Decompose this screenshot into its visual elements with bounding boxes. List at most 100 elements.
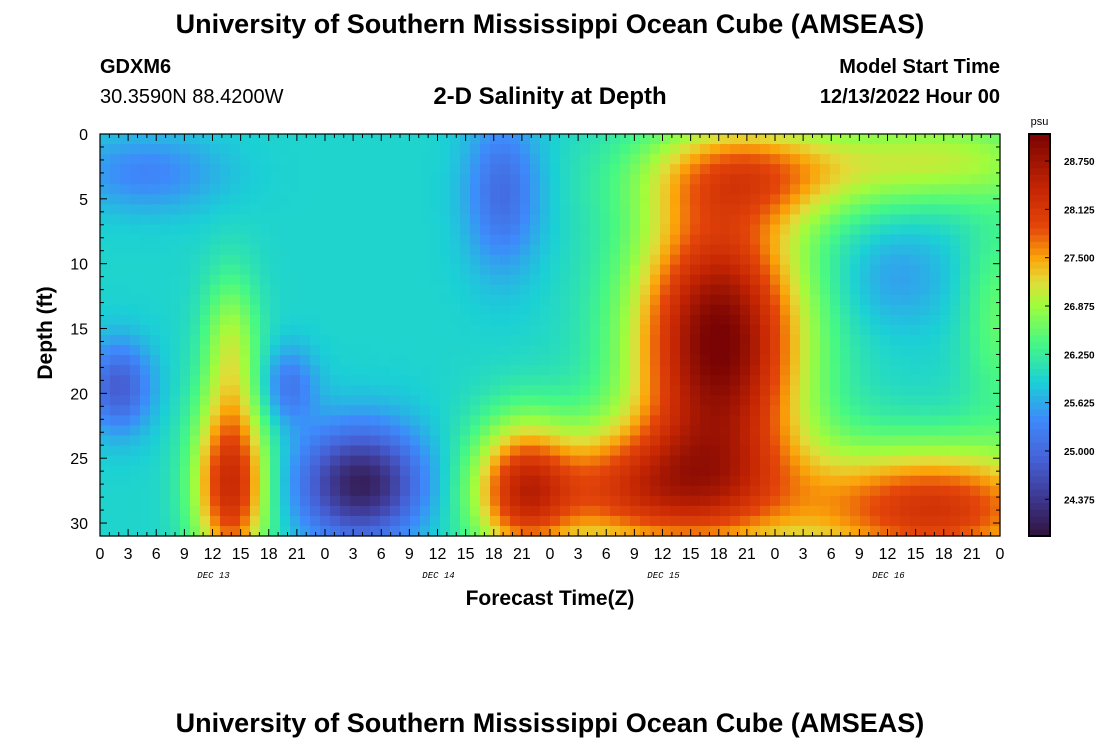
heatmap-cell	[720, 234, 731, 246]
heatmap-cell	[460, 455, 471, 467]
heatmap-cell	[450, 505, 461, 517]
heatmap-cell	[740, 154, 751, 165]
heatmap-cell	[350, 505, 361, 517]
heatmap-cell	[240, 144, 251, 155]
heatmap-cell	[410, 294, 421, 306]
heatmap-cell	[280, 314, 291, 326]
heatmap-cell	[520, 244, 531, 256]
heatmap-cell	[560, 475, 571, 487]
heatmap-cell	[500, 294, 511, 306]
heatmap-cell	[440, 415, 451, 427]
heatmap-cell	[610, 475, 621, 487]
heatmap-cell	[170, 284, 181, 296]
heatmap-cell	[560, 455, 571, 467]
heatmap-cell	[680, 224, 691, 236]
heatmap-cell	[660, 465, 671, 477]
heatmap-cell	[780, 134, 791, 145]
colorbar-swatch	[1029, 489, 1050, 497]
heatmap-cell	[160, 324, 171, 336]
heatmap-cell	[330, 224, 341, 236]
heatmap-cell	[300, 445, 311, 457]
heatmap-cell	[140, 345, 151, 356]
heatmap-cell	[860, 294, 871, 306]
heatmap-cell	[430, 465, 441, 477]
heatmap-cell	[830, 385, 841, 396]
heatmap-cell	[370, 134, 381, 145]
heatmap-cell	[990, 284, 1001, 296]
heatmap-cell	[730, 415, 741, 427]
colorbar-swatch	[1029, 335, 1050, 343]
colorbar-tick-label: 27.500	[1064, 254, 1095, 265]
heatmap-cell	[850, 405, 861, 416]
heatmap-cell	[660, 495, 671, 507]
heatmap-cell	[190, 314, 201, 326]
heatmap-cell	[720, 475, 731, 487]
heatmap-cell	[740, 164, 751, 175]
heatmap-cell	[380, 174, 391, 185]
heatmap-cell	[960, 455, 971, 467]
heatmap-cell	[400, 154, 411, 165]
heatmap-cell	[870, 194, 881, 205]
heatmap-cell	[270, 264, 281, 276]
heatmap-cell	[570, 505, 581, 517]
heatmap-cell	[340, 345, 351, 356]
heatmap-cell	[660, 224, 671, 236]
heatmap-cell	[730, 355, 741, 366]
heatmap-cell	[900, 224, 911, 236]
heatmap-cell	[150, 335, 161, 346]
heatmap-cell	[290, 314, 301, 326]
heatmap-cell	[710, 475, 721, 487]
x-tick-label: 15	[907, 546, 925, 563]
heatmap-cell	[480, 144, 491, 155]
heatmap-cell	[240, 525, 251, 537]
heatmap-cell	[560, 345, 571, 356]
heatmap-cell	[160, 335, 171, 346]
heatmap-cell	[990, 324, 1001, 336]
heatmap-cell	[780, 395, 791, 406]
heatmap-cell	[550, 254, 561, 266]
heatmap-cell	[830, 365, 841, 376]
heatmap-cell	[280, 244, 291, 256]
heatmap-cell	[480, 294, 491, 306]
heatmap-cell	[130, 385, 141, 396]
heatmap-cell	[820, 174, 831, 185]
heatmap-cell	[570, 445, 581, 457]
heatmap-cell	[380, 224, 391, 236]
heatmap-cell	[210, 254, 221, 266]
heatmap-cell	[100, 495, 111, 507]
heatmap-cell	[600, 144, 611, 155]
heatmap-cell	[940, 505, 951, 517]
heatmap-cell	[460, 304, 471, 316]
heatmap-cell	[700, 475, 711, 487]
heatmap-cell	[520, 415, 531, 427]
heatmap-cell	[220, 475, 231, 487]
heatmap-cell	[580, 264, 591, 276]
colorbar-swatch	[1029, 154, 1050, 162]
heatmap-cell	[530, 475, 541, 487]
heatmap-cell	[900, 435, 911, 447]
heatmap-cell	[800, 254, 811, 266]
heatmap-cell	[660, 284, 671, 296]
heatmap-cell	[540, 304, 551, 316]
heatmap-cell	[620, 264, 631, 276]
heatmap-cell	[970, 385, 981, 396]
heatmap-cell	[270, 335, 281, 346]
heatmap-cell	[820, 314, 831, 326]
heatmap-cell	[570, 214, 581, 226]
heatmap-cell	[670, 184, 681, 195]
heatmap-cell	[450, 365, 461, 376]
heatmap-cell	[950, 385, 961, 396]
heatmap-cell	[520, 294, 531, 306]
heatmap-cell	[650, 475, 661, 487]
heatmap-cell	[360, 164, 371, 175]
heatmap-cell	[120, 314, 131, 326]
heatmap-cell	[100, 505, 111, 517]
heatmap-cell	[830, 445, 841, 457]
heatmap-cell	[980, 234, 991, 246]
heatmap-cell	[480, 174, 491, 185]
page-title: University of Southern Mississippi Ocean…	[175, 9, 925, 39]
heatmap-cell	[250, 294, 261, 306]
heatmap-cell	[730, 244, 741, 256]
heatmap-cell	[670, 254, 681, 266]
heatmap-cell	[320, 164, 331, 175]
